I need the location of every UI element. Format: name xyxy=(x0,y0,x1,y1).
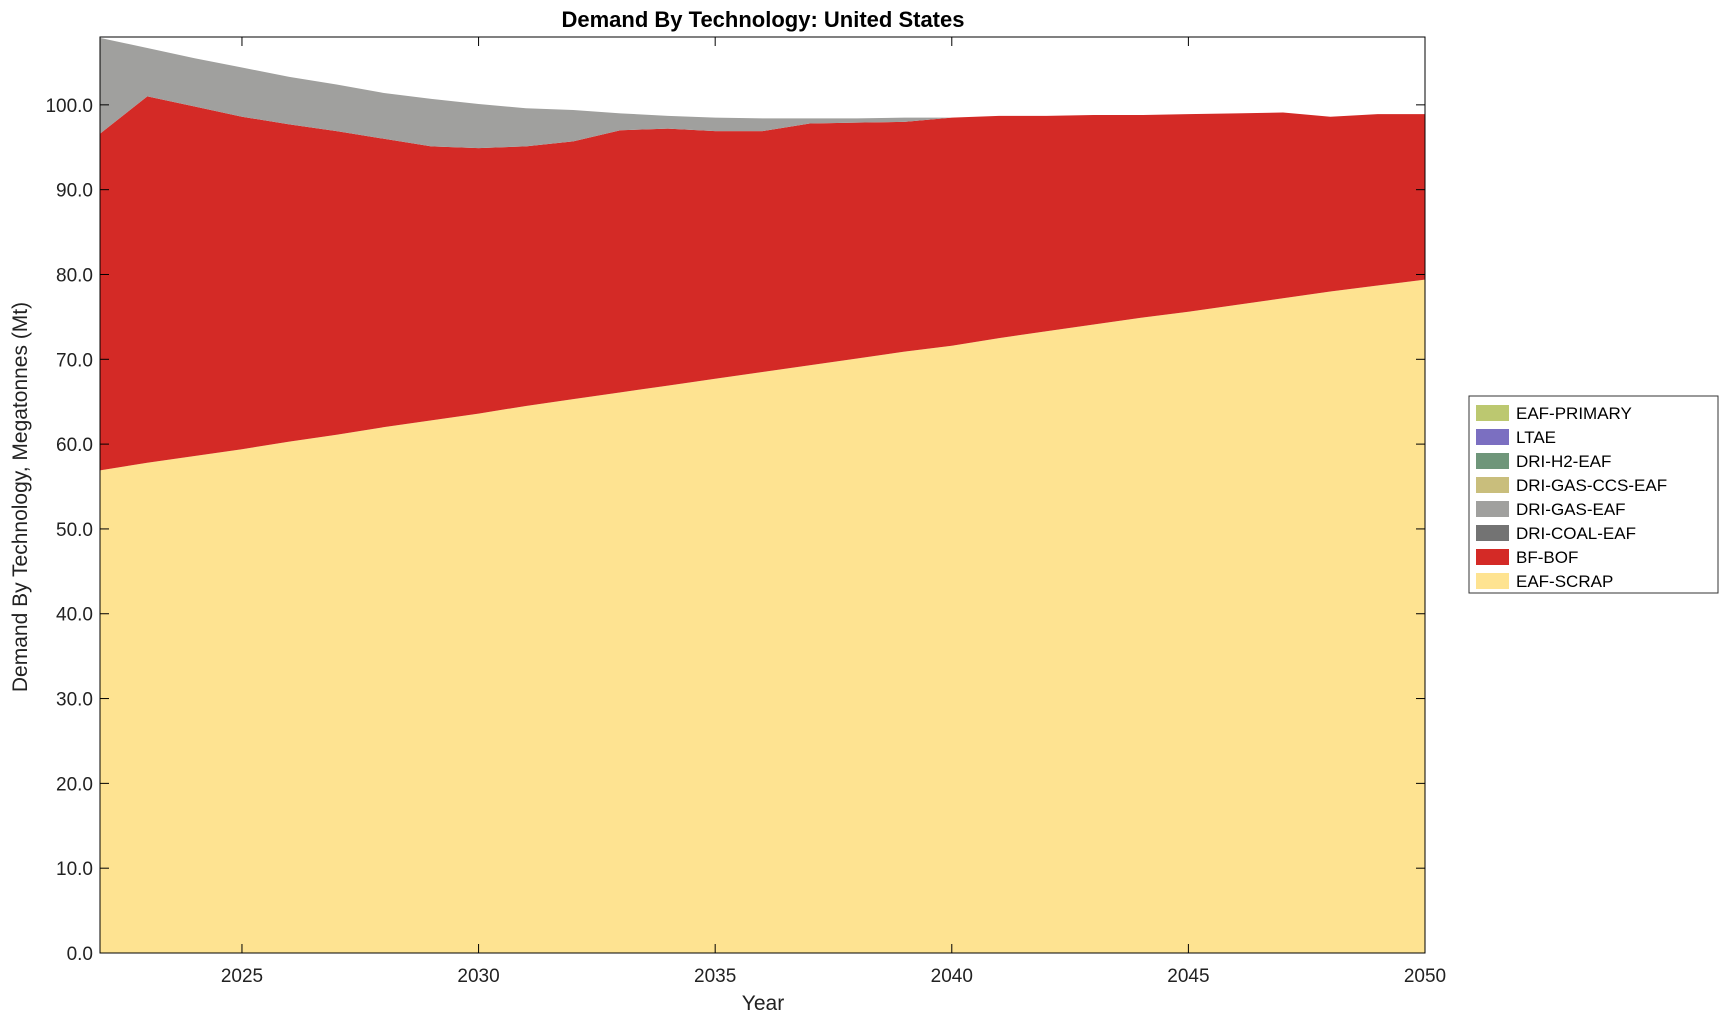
x-tick-label: 2045 xyxy=(1167,966,1209,987)
chart-title: Demand By Technology: United States xyxy=(562,7,965,32)
y-tick-label: 70.0 xyxy=(56,350,93,371)
x-tick-label: 2030 xyxy=(457,966,499,987)
y-tick-label: 10.0 xyxy=(56,859,93,880)
legend-entry-dri-h2-eaf: DRI-H2-EAF xyxy=(1516,452,1611,471)
y-tick-label: 100.0 xyxy=(45,96,93,117)
x-tick-label: 2035 xyxy=(694,966,736,987)
legend-entry-bf-bof: BF-BOF xyxy=(1516,548,1578,567)
legend-swatch-ltae xyxy=(1476,429,1509,445)
legend-box xyxy=(1468,395,1719,594)
legend: EAF-PRIMARY LTAE DRI-H2-EAF DRI-GAS-CCS-EAF… xyxy=(1468,395,1719,594)
y-tick-label: 60.0 xyxy=(56,435,93,456)
legend-swatch-eaf-scrap xyxy=(1476,573,1509,589)
legend-entry-eaf-scrap: EAF-SCRAP xyxy=(1516,572,1613,591)
y-tick-label: 40.0 xyxy=(56,605,93,626)
x-axis: 2025 2030 2035 2040 2045 2050 xyxy=(221,37,1446,987)
y-tick-label: 0.0 xyxy=(67,944,93,965)
area-eaf-scrap xyxy=(100,279,1425,953)
y-tick-label: 30.0 xyxy=(56,690,93,711)
legend-swatch-dri-gas-eaf xyxy=(1476,501,1509,517)
legend-entry-dri-coal-eaf: DRI-COAL-EAF xyxy=(1516,524,1636,543)
legend-swatch-dri-coal-eaf xyxy=(1476,525,1509,541)
legend-swatch-bf-bof xyxy=(1476,549,1509,565)
legend-entry-ltae: LTAE xyxy=(1516,428,1556,447)
area-dri-gas-eaf xyxy=(100,37,1425,149)
legend-swatch-dri-h2-eaf xyxy=(1476,453,1509,469)
legend-swatch-dri-gas-ccs-eaf xyxy=(1476,477,1509,493)
x-axis-label: Year xyxy=(742,992,784,1015)
area-bf-bof xyxy=(100,96,1425,471)
legend-entry-dri-gas-ccs-eaf: DRI-GAS-CCS-EAF xyxy=(1516,476,1667,495)
y-tick-label: 50.0 xyxy=(56,520,93,541)
y-axis-label: Demand By Technology, Megatonnes (Mt) xyxy=(9,302,32,692)
x-tick-label: 2025 xyxy=(221,966,263,987)
legend-entry-dri-gas-eaf: DRI-GAS-EAF xyxy=(1516,500,1626,519)
plot-frame xyxy=(99,36,1426,954)
legend-entry-eaf-primary: EAF-PRIMARY xyxy=(1516,404,1632,423)
area-series-group xyxy=(100,37,1425,953)
y-tick-label: 20.0 xyxy=(56,774,93,795)
y-tick-label: 80.0 xyxy=(56,265,93,286)
x-tick-label: 2050 xyxy=(1404,966,1446,987)
y-tick-label: 90.0 xyxy=(56,181,93,202)
legend-swatch-eaf-primary xyxy=(1476,405,1509,421)
x-tick-label: 2040 xyxy=(931,966,973,987)
y-axis: 0.0 10.0 20.0 30.0 40.0 50.0 60.0 70.0 80.0 90.0 1… xyxy=(45,96,1425,965)
